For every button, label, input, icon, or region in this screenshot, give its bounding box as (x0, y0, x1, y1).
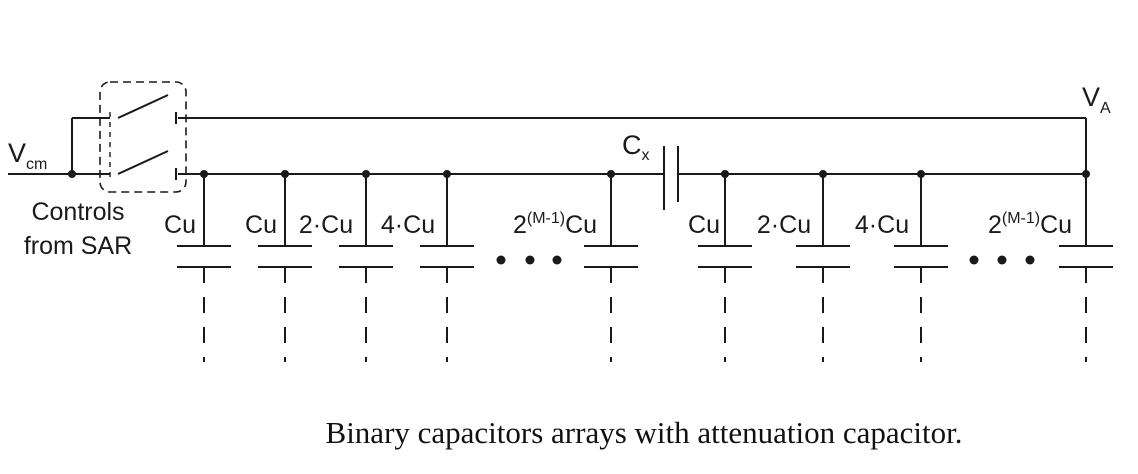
node-dot (721, 170, 729, 178)
capacitor-labels: Cu Cu 2·Cu 4·Cu 2(M-1)Cu Cu 2·Cu 4·Cu 2(M-1)Cu (164, 210, 1072, 239)
ellipsis-msb (496, 255, 562, 265)
node-dot (607, 170, 615, 178)
switch-dashed-box (99, 81, 187, 193)
capacitor (584, 174, 638, 362)
node-dot (917, 170, 925, 178)
capacitor (796, 174, 850, 362)
node-dot (200, 170, 208, 178)
capacitor-label: Cu (164, 211, 196, 239)
node-dot (281, 170, 289, 178)
node-dot (362, 170, 370, 178)
node-dot (443, 170, 451, 178)
node-dots (68, 170, 1090, 178)
capacitor-label: Cu (688, 211, 720, 239)
switch-lower-blade (117, 150, 169, 175)
va-label: VA (1082, 82, 1111, 117)
capacitor (177, 174, 231, 362)
capacitor-label-base: 2 (513, 211, 527, 239)
ellipsis-dot (969, 255, 979, 265)
attenuation-capacitor (663, 146, 679, 210)
capacitor (698, 174, 752, 362)
capacitor-label-sup: (M-1) (1002, 210, 1040, 227)
node-dot (819, 170, 827, 178)
capacitor (339, 174, 393, 362)
sar-switch (99, 81, 187, 193)
capacitor-label: 2(M-1)Cu (513, 210, 597, 239)
capacitor-label: 4·Cu (855, 211, 909, 239)
capacitor (1059, 174, 1113, 362)
capacitor-label: 4·Cu (381, 211, 435, 239)
controls-label-line1: Controls (31, 198, 124, 226)
switch-upper-blade (117, 94, 169, 119)
ellipsis-dot (1025, 255, 1035, 265)
capacitor-label: 2·Cu (299, 211, 353, 239)
node-dot (1082, 170, 1090, 178)
capacitor-label-suffix: Cu (1040, 211, 1072, 239)
capacitor (420, 174, 474, 362)
ellipsis-dot (997, 255, 1007, 265)
capacitor-array (177, 174, 1113, 362)
ellipsis-dot (525, 255, 535, 265)
controls-label-line2: from SAR (24, 232, 132, 260)
capacitor-label: 2(M-1)Cu (988, 210, 1072, 239)
capacitor (894, 174, 948, 362)
capacitor-label-sup: (M-1) (527, 210, 565, 227)
cx-label: Cx (622, 130, 650, 164)
wires (8, 117, 1087, 175)
capacitor-label-suffix: Cu (565, 211, 597, 239)
capacitor-label-base: 2 (988, 211, 1002, 239)
ellipsis-dot (552, 255, 562, 265)
capacitor (258, 174, 312, 362)
ellipsis-lsb (969, 255, 1035, 265)
capacitor-label: 2·Cu (757, 211, 811, 239)
node-dot (68, 170, 76, 178)
vcm-label: Vcm (8, 138, 47, 173)
ellipsis-dot (496, 255, 506, 265)
figure-caption: Binary capacitors arrays with attenuatio… (326, 415, 963, 450)
capacitor-label: Cu (245, 211, 277, 239)
